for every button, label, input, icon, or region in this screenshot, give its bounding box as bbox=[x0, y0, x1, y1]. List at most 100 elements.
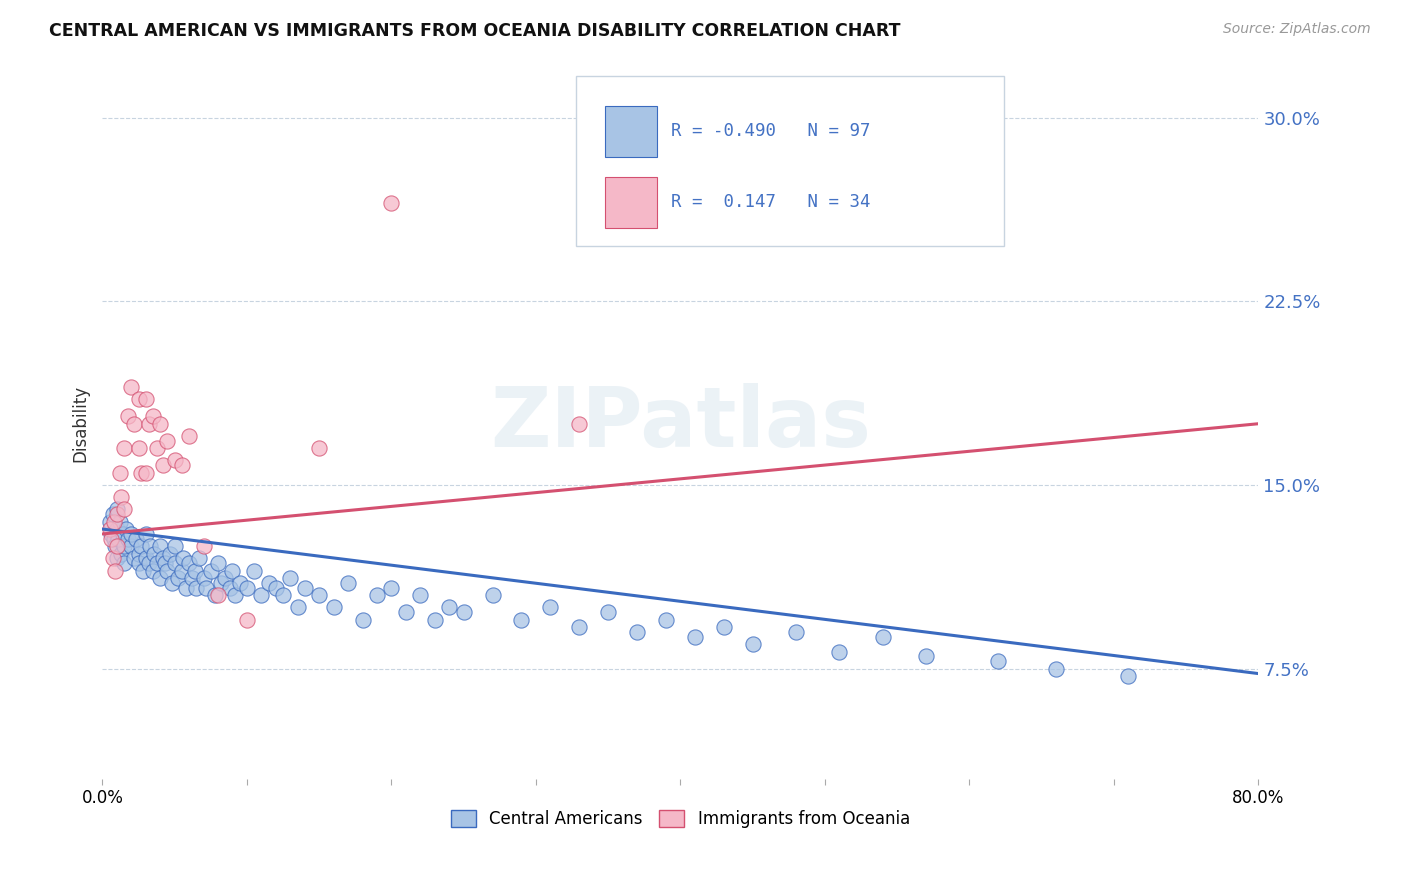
Bar bbox=[606, 178, 658, 228]
Point bbox=[174, 581, 197, 595]
Point bbox=[352, 613, 374, 627]
Point bbox=[159, 547, 181, 561]
Point bbox=[278, 571, 301, 585]
Point bbox=[271, 588, 294, 602]
Point bbox=[108, 466, 131, 480]
Point bbox=[568, 417, 591, 431]
Point bbox=[128, 547, 150, 561]
Point bbox=[683, 630, 706, 644]
Point bbox=[156, 434, 179, 448]
FancyBboxPatch shape bbox=[576, 76, 1004, 246]
Point bbox=[872, 630, 894, 644]
Point bbox=[195, 581, 218, 595]
Point bbox=[409, 588, 432, 602]
Point bbox=[172, 551, 194, 566]
Point bbox=[1045, 662, 1067, 676]
Point bbox=[98, 515, 121, 529]
Point bbox=[308, 588, 330, 602]
Point bbox=[170, 564, 193, 578]
Point bbox=[108, 515, 131, 529]
Point bbox=[236, 613, 259, 627]
Point bbox=[112, 539, 135, 553]
Point bbox=[122, 551, 145, 566]
Point bbox=[156, 564, 179, 578]
Point bbox=[128, 557, 150, 571]
Point bbox=[188, 551, 211, 566]
Point bbox=[193, 539, 215, 553]
Point bbox=[655, 613, 678, 627]
Point bbox=[250, 588, 273, 602]
Point bbox=[112, 557, 135, 571]
Point bbox=[149, 539, 172, 553]
Point bbox=[107, 532, 129, 546]
Point bbox=[120, 539, 142, 553]
Point bbox=[181, 571, 204, 585]
Point bbox=[1118, 669, 1140, 683]
Text: ZIPatlas: ZIPatlas bbox=[489, 384, 870, 464]
Point bbox=[828, 644, 851, 658]
Point bbox=[149, 571, 172, 585]
Text: R =  0.147   N = 34: R = 0.147 N = 34 bbox=[671, 193, 870, 211]
Point bbox=[100, 532, 122, 546]
Point bbox=[142, 409, 165, 424]
Point bbox=[146, 557, 169, 571]
Point bbox=[105, 539, 128, 553]
Point bbox=[131, 466, 153, 480]
Point bbox=[243, 564, 266, 578]
Point bbox=[98, 522, 121, 536]
Point bbox=[184, 564, 207, 578]
Point bbox=[366, 588, 388, 602]
Point bbox=[132, 564, 155, 578]
Point bbox=[204, 588, 226, 602]
Point bbox=[257, 576, 280, 591]
Y-axis label: Disability: Disability bbox=[72, 385, 89, 462]
Point bbox=[179, 557, 201, 571]
Point bbox=[122, 417, 145, 431]
Text: CENTRAL AMERICAN VS IMMIGRANTS FROM OCEANIA DISABILITY CORRELATION CHART: CENTRAL AMERICAN VS IMMIGRANTS FROM OCEA… bbox=[49, 22, 901, 40]
Text: Source: ZipAtlas.com: Source: ZipAtlas.com bbox=[1223, 22, 1371, 37]
Point bbox=[101, 551, 124, 566]
Text: R = -0.490   N = 97: R = -0.490 N = 97 bbox=[671, 122, 870, 140]
Point bbox=[224, 588, 246, 602]
Point bbox=[110, 490, 132, 504]
Point bbox=[193, 571, 215, 585]
Point bbox=[322, 600, 344, 615]
Point bbox=[103, 515, 125, 529]
Point bbox=[131, 539, 153, 553]
Point bbox=[163, 557, 186, 571]
Point bbox=[143, 547, 166, 561]
Point bbox=[598, 605, 620, 619]
Point bbox=[101, 508, 124, 522]
Point bbox=[186, 581, 208, 595]
Point bbox=[209, 576, 232, 591]
Point bbox=[100, 527, 122, 541]
Point bbox=[218, 581, 240, 595]
Point bbox=[713, 620, 735, 634]
Point bbox=[380, 581, 402, 595]
Point bbox=[785, 624, 807, 639]
Point bbox=[105, 502, 128, 516]
Legend: Central Americans, Immigrants from Oceania: Central Americans, Immigrants from Ocean… bbox=[444, 803, 917, 835]
Point bbox=[120, 527, 142, 541]
Point bbox=[138, 417, 160, 431]
Point bbox=[117, 532, 139, 546]
Point bbox=[149, 417, 172, 431]
Point bbox=[214, 571, 236, 585]
Point bbox=[423, 613, 446, 627]
Point bbox=[146, 441, 169, 455]
Point bbox=[287, 600, 309, 615]
Point bbox=[117, 409, 139, 424]
Point bbox=[124, 532, 146, 546]
Point bbox=[568, 620, 591, 634]
Point bbox=[138, 557, 160, 571]
Point bbox=[538, 600, 561, 615]
Point bbox=[105, 551, 128, 566]
Point bbox=[510, 613, 533, 627]
Point bbox=[987, 654, 1010, 668]
Point bbox=[152, 551, 174, 566]
Point bbox=[207, 588, 229, 602]
Point bbox=[207, 557, 229, 571]
Point bbox=[221, 564, 243, 578]
Point bbox=[308, 441, 330, 455]
Point bbox=[915, 649, 938, 664]
